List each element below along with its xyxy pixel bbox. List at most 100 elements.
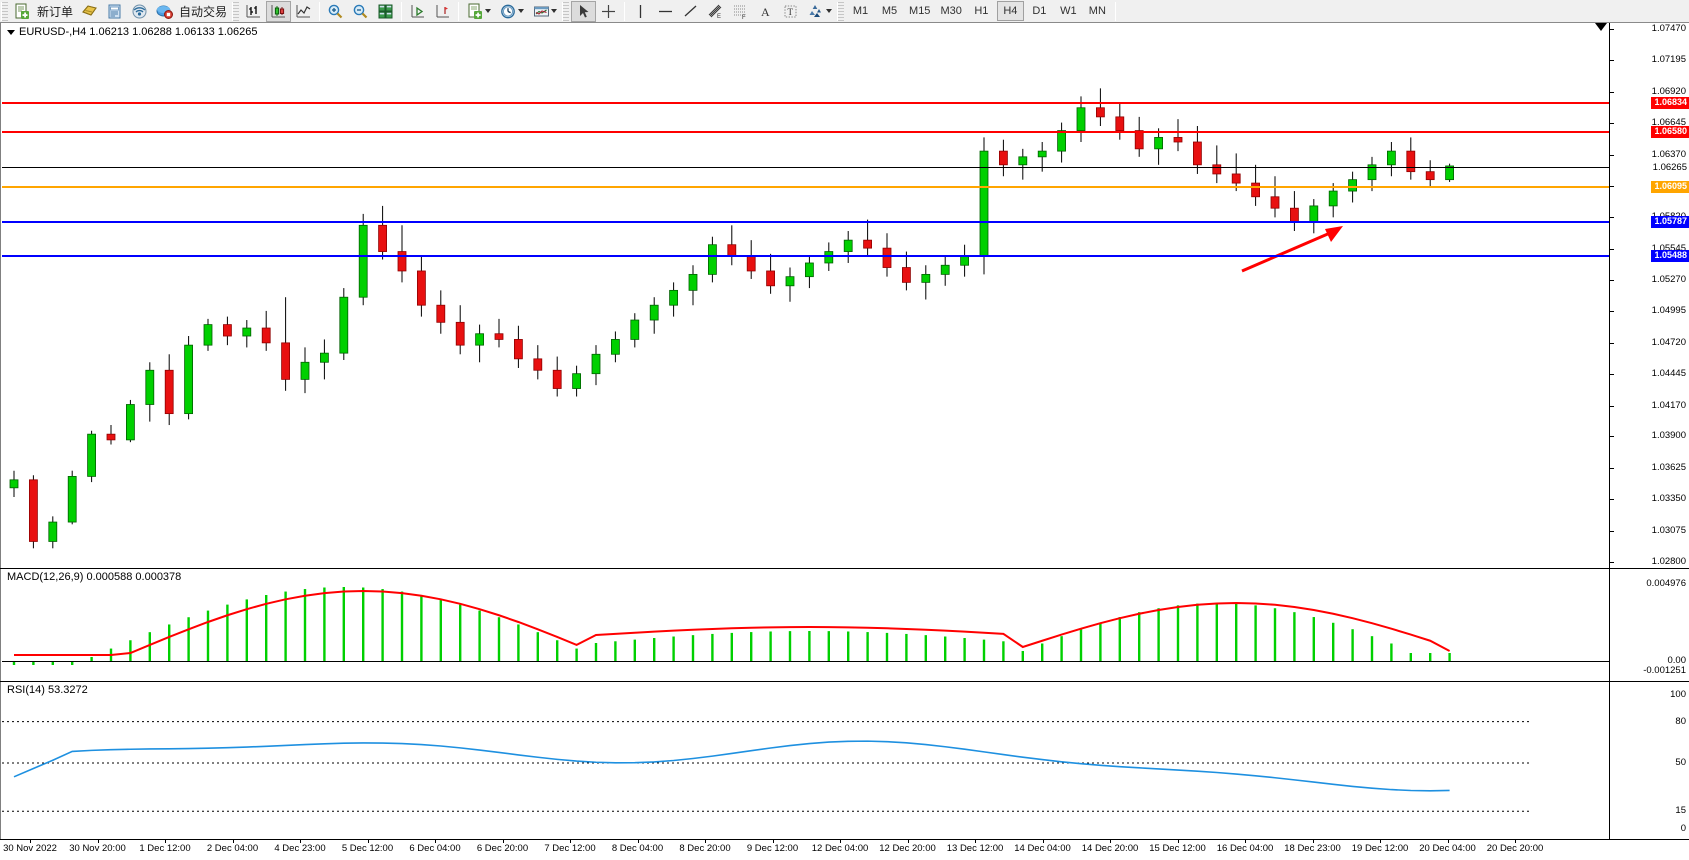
rsi-tick-label: 0	[1680, 823, 1686, 834]
toolbar-grip-2[interactable]	[232, 1, 240, 21]
rsi-tick-label: 100	[1670, 689, 1686, 700]
toolbar-grip-4[interactable]	[837, 1, 845, 21]
candlestick-chart-icon[interactable]	[266, 0, 292, 22]
pane-left-border	[0, 23, 2, 568]
data-window-icon[interactable]	[102, 1, 127, 22]
time-tick-label: 20 Dec 04:00	[1419, 843, 1476, 854]
toolbar-grip-3[interactable]	[562, 1, 570, 21]
auto-trading-label[interactable]: 自动交易	[179, 4, 228, 19]
auto-scroll-icon[interactable]	[405, 1, 430, 22]
auto-trading-icon[interactable]	[152, 1, 177, 22]
price-tick-label: 1.04170	[1651, 399, 1686, 411]
price-tick	[1610, 60, 1614, 62]
line-chart-icon[interactable]	[291, 1, 316, 22]
macd-plot-area[interactable]	[2, 569, 1610, 681]
arrows-caret-icon[interactable]	[825, 9, 832, 13]
time-tick	[30, 840, 31, 843]
macd-indicator	[12, 587, 1451, 665]
price-tick	[1610, 217, 1614, 219]
indicators-caret-icon[interactable]	[484, 9, 491, 13]
timeframe-button-w1[interactable]: W1	[1060, 5, 1077, 17]
price-tick	[1610, 154, 1614, 156]
time-tick-label: 19 Dec 12:00	[1351, 843, 1409, 854]
timeframe-button-m1[interactable]: M1	[852, 5, 869, 17]
market-watch-icon[interactable]	[77, 1, 102, 22]
horizontal-line-icon[interactable]	[653, 1, 678, 22]
rsi-header: RSI(14) 53.3272	[7, 684, 88, 696]
collapse-triangle-icon[interactable]	[7, 29, 15, 35]
crosshair-icon[interactable]	[596, 1, 621, 22]
price-tick	[1610, 91, 1614, 93]
time-tick-label: 12 Dec 04:00	[811, 843, 869, 854]
new-order-label[interactable]: 新订单	[37, 4, 74, 19]
new-order-icon[interactable]	[10, 1, 35, 22]
price-tick	[1610, 499, 1614, 501]
timeframe-button-mn[interactable]: MN	[1088, 5, 1106, 17]
time-tick-label: 12 Dec 20:00	[879, 843, 936, 854]
templates-caret-icon[interactable]	[550, 9, 557, 13]
macd-left-border	[0, 569, 2, 681]
price-tick-label: 1.05545	[1651, 242, 1686, 254]
timeframe-button-m30[interactable]: M30	[940, 5, 962, 17]
level-line-resistance-upper[interactable]	[2, 101, 1609, 104]
rsi-indicator	[2, 721, 1532, 812]
equidistant-channel-icon[interactable]: E	[703, 1, 728, 22]
price-tick	[1610, 29, 1614, 30]
time-tick	[1177, 840, 1179, 843]
time-tick	[1042, 840, 1044, 843]
bullish-arrow-annotation	[1241, 226, 1343, 273]
time-tick	[1312, 840, 1314, 843]
timeframe-button-d1[interactable]: D1	[1032, 5, 1047, 17]
time-axis[interactable]: 30 Nov 2022 30 Nov 20:00 1 Dec 12:00 2 Dec …	[0, 839, 1689, 860]
time-tick	[637, 840, 639, 843]
macd-pane[interactable]: 0.004976 0.00 -0.001251 MACD(12,26,9) 0.00…	[0, 568, 1689, 681]
vertical-line-icon[interactable]	[628, 1, 653, 22]
zoom-out-icon[interactable]	[348, 1, 373, 22]
arrows-button[interactable]	[803, 3, 836, 20]
templates-button[interactable]	[528, 3, 561, 20]
time-tick-label: 14 Dec 20:00	[1081, 843, 1139, 854]
chart-workspace[interactable]: 1.07470 1.07195 1.06920 1.06645 1.06370 1.060…	[0, 23, 1689, 860]
rsi-axis: 100 80 50 15 0	[1610, 682, 1689, 839]
navigator-icon[interactable]	[127, 1, 152, 22]
macd-axis: 0.004976 0.00 -0.001251	[1610, 569, 1689, 681]
level-line-current-price[interactable]	[2, 166, 1609, 168]
price-tick	[1610, 280, 1614, 282]
price-pane[interactable]: 1.07470 1.07195 1.06920 1.06645 1.06370 1.060…	[0, 23, 1689, 568]
svg-text:A: A	[761, 5, 770, 19]
candlestick-chart[interactable]	[2, 23, 1532, 568]
price-axis[interactable]: 1.07470 1.07195 1.06920 1.06645 1.06370 1.060…	[1610, 23, 1689, 568]
price-tick-label: 1.03350	[1651, 493, 1686, 505]
timeframe-button-h1[interactable]: H1	[974, 5, 989, 17]
rsi-plot-area[interactable]	[2, 682, 1610, 839]
timeframe-button-h4[interactable]: H4	[996, 1, 1024, 21]
rsi-tick-label: 50	[1675, 757, 1686, 768]
text-icon[interactable]: A	[753, 1, 778, 22]
time-tick-label: 14 Dec 04:00	[1014, 843, 1071, 854]
indicators-button[interactable]	[462, 3, 495, 20]
timeframe-button-m5[interactable]: M5	[881, 5, 898, 17]
chart-shift-icon[interactable]	[430, 1, 455, 22]
price-plot-area[interactable]	[2, 23, 1610, 568]
period-caret-icon[interactable]	[517, 9, 524, 13]
scale-collapse-icon[interactable]	[1595, 23, 1607, 31]
timeframe-button-m15[interactable]: M15	[909, 5, 931, 17]
cursor-icon[interactable]	[571, 0, 597, 22]
macd-zero-line	[2, 661, 1609, 662]
text-label-icon[interactable]: T	[778, 1, 803, 22]
period-button[interactable]	[495, 3, 528, 20]
fibonacci-icon[interactable]: F	[728, 1, 753, 22]
toolbar-grip[interactable]	[1, 1, 8, 21]
tile-windows-icon[interactable]	[373, 1, 398, 22]
time-tick	[367, 840, 369, 843]
level-line-resistance-lower[interactable]	[2, 130, 1609, 133]
zoom-in-icon[interactable]	[323, 1, 348, 22]
rsi-pane[interactable]: 100 80 50 15 0 RSI(14) 53.3272	[0, 681, 1689, 839]
level-line-support-lower[interactable]	[2, 255, 1609, 258]
level-line-pivot[interactable]	[2, 185, 1609, 188]
bar-chart-icon[interactable]	[241, 1, 266, 22]
time-tick-label: 18 Dec 23:00	[1284, 843, 1341, 854]
trendline-icon[interactable]	[678, 1, 703, 22]
level-line-support-upper[interactable]	[2, 221, 1609, 224]
time-tick	[1380, 840, 1381, 843]
